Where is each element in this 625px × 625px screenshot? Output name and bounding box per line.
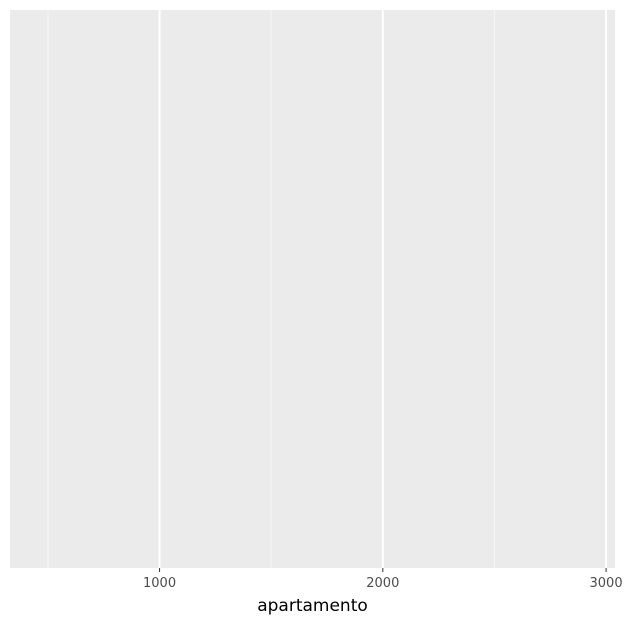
plot-panel <box>10 10 615 568</box>
x-axis-title: apartamento <box>257 596 368 616</box>
x-tick-label: 3000 <box>590 576 623 591</box>
x-axis-ticks: 1000 2000 3000 <box>143 568 623 591</box>
gridlines <box>47 10 608 568</box>
x-tick-label: 2000 <box>366 576 399 591</box>
x-tick-label: 1000 <box>143 576 176 591</box>
